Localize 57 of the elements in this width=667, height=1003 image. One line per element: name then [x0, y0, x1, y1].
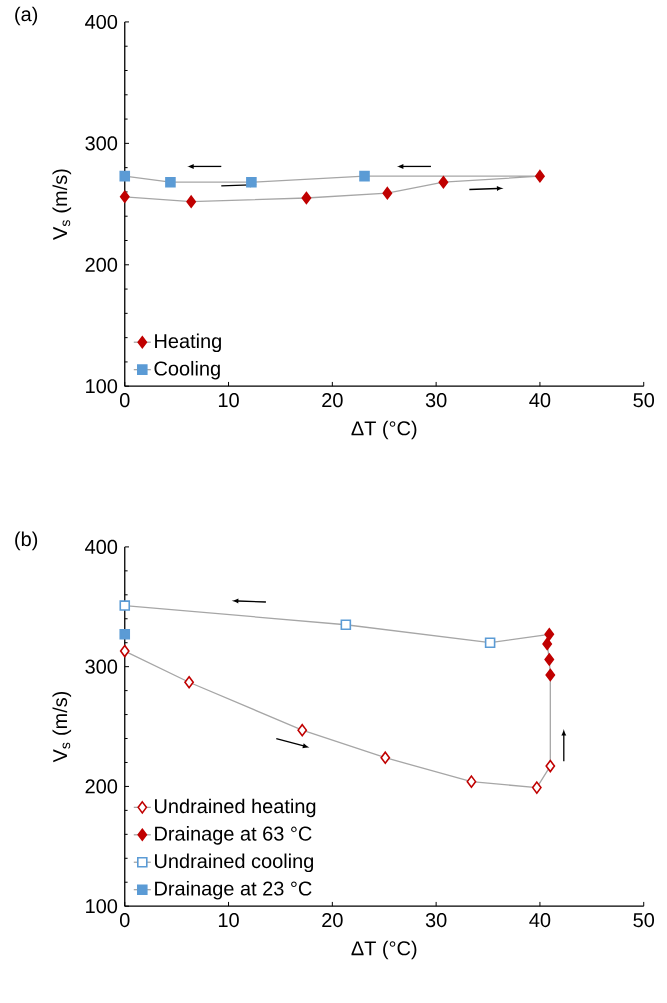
x-tick-label: 30	[425, 913, 447, 928]
point	[544, 628, 555, 641]
legend-label: Undrained heating	[155, 798, 316, 818]
point	[545, 668, 556, 682]
x-tick-label: 10	[219, 393, 240, 408]
x-tick-label: 40	[529, 393, 551, 408]
point	[438, 175, 449, 189]
legend-label: Cooling	[154, 360, 220, 380]
point	[186, 195, 197, 208]
point	[301, 191, 312, 205]
x-tick-label: 0	[120, 393, 130, 408]
point	[380, 751, 391, 764]
point	[484, 637, 496, 648]
point	[119, 170, 131, 182]
point	[532, 781, 542, 794]
x-axis-title: ΔT (°C)	[351, 940, 417, 960]
point	[246, 176, 257, 188]
x-tick-label: 0	[120, 913, 130, 928]
point	[382, 186, 393, 200]
legend-label: Heating	[155, 333, 222, 353]
x-axis-title: ΔT (°C)	[351, 420, 417, 440]
x-tick-label: 50	[633, 393, 655, 408]
y-tick-label: 200	[85, 779, 118, 794]
y-tick-label: 400	[85, 14, 118, 29]
y-tick-label: 300	[85, 136, 118, 151]
x-tick-label: 50	[633, 913, 655, 928]
point	[184, 675, 195, 689]
x-tick-label: 40	[529, 913, 551, 928]
y-tick-label: 100	[86, 379, 118, 394]
point	[466, 775, 477, 788]
x-tick-label: 20	[322, 913, 343, 928]
point	[340, 619, 352, 631]
chart-title: (b)	[15, 531, 38, 551]
x-tick-label: 10	[219, 913, 240, 928]
point	[119, 629, 131, 640]
legend-label: Drainage at 23 °C	[155, 880, 312, 900]
point	[542, 637, 553, 651]
point	[359, 170, 370, 182]
point	[544, 653, 555, 666]
y-tick-label: 400	[85, 539, 118, 554]
x-tick-label: 20	[322, 393, 343, 408]
chart-title: (a)	[15, 6, 38, 26]
y-tick-label: 300	[85, 659, 118, 674]
x-tick-label: 30	[425, 393, 447, 408]
point	[545, 759, 556, 773]
point	[119, 600, 131, 611]
point	[297, 723, 308, 737]
point	[165, 176, 176, 188]
point	[119, 644, 130, 658]
point	[535, 169, 546, 183]
y-tick-label: 100	[86, 899, 118, 914]
y-tick-label: 200	[85, 257, 118, 272]
y-axis-title: V$_{s}$ (m/s)	[52, 169, 72, 240]
y-axis-title: V$_{s}$ (m/s)	[52, 691, 72, 763]
point	[119, 190, 130, 204]
legend-label: Undrained cooling	[155, 853, 314, 873]
legend-label: Drainage at 63 °C	[155, 826, 312, 845]
